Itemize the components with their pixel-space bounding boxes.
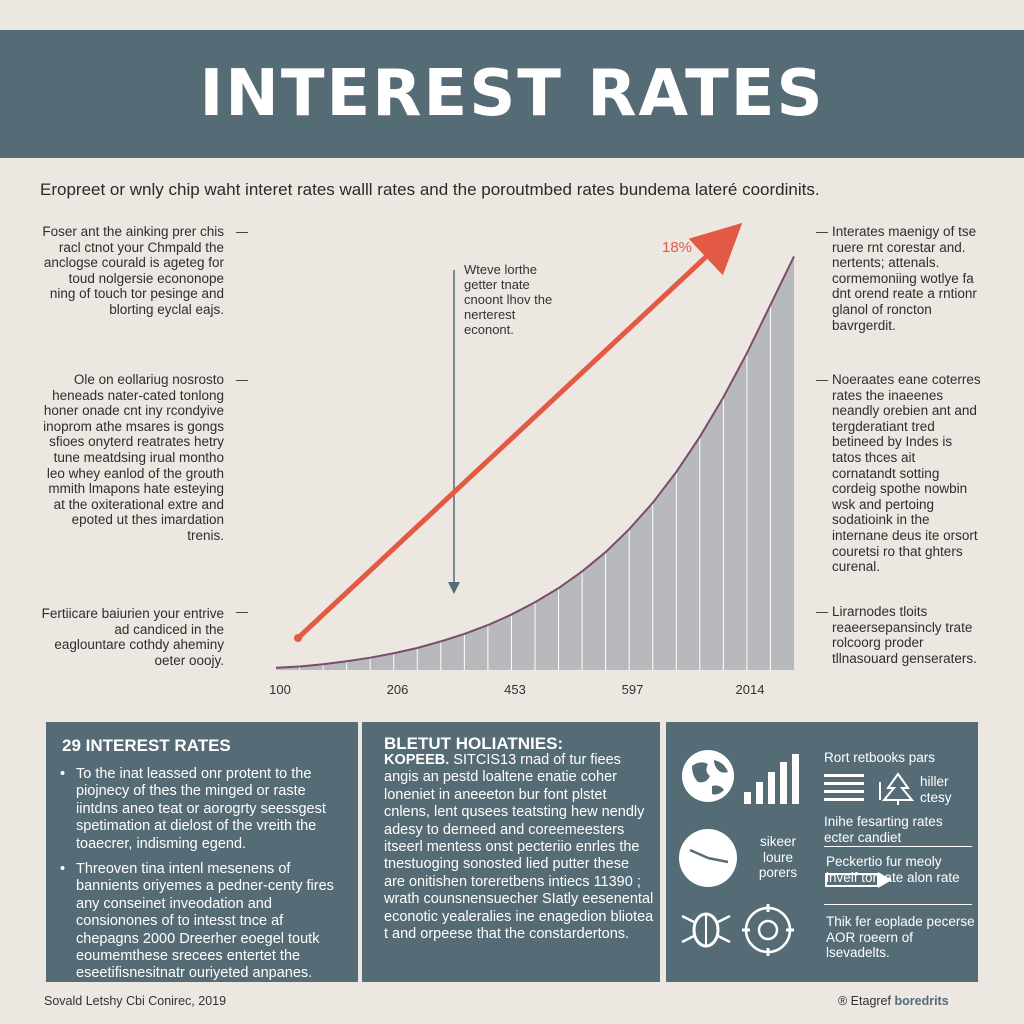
footer-brand-prefix: ® Etagref <box>838 994 891 1008</box>
x-tick-label: 100 <box>269 682 291 697</box>
right-note-2: Noeraates eane coterres rates the inaeen… <box>832 372 981 575</box>
clock-caption: sikeer loure porers <box>758 834 798 880</box>
bar-chart-icon <box>744 754 799 804</box>
panel3-heading: Rort retbooks pars <box>824 750 936 765</box>
list-caption: hiller ctesy <box>920 774 952 805</box>
footer-brand-name: boredrits <box>894 994 949 1008</box>
list-lines-icon <box>824 774 864 801</box>
chart-curve <box>275 255 795 669</box>
footer-brand: ® Etagref boredrits <box>838 994 949 1008</box>
panel1-bullets: To the inat leassed onr protent to the p… <box>58 766 348 991</box>
trend-label: 18% <box>662 239 692 256</box>
tree-icon <box>879 772 915 805</box>
panel1-bullet: Threoven tina intenl mesenens of bannien… <box>58 861 348 983</box>
page-title: INTEREST RATES <box>199 57 825 131</box>
panel2-text: SITCIS13 rnad of tur fiees angis an pest… <box>384 752 654 943</box>
right-note-3: Lirarnodes tloits reaeersepansincly trat… <box>832 604 977 666</box>
footer-credit: Sovald Letshy Cbi Conirec, 2019 <box>44 994 227 1008</box>
clock-icon <box>679 829 737 887</box>
right-dash-3 <box>816 612 828 613</box>
right-dash-1 <box>816 232 828 233</box>
left-dash-2 <box>236 380 248 381</box>
panel1-title: 29 INTEREST RATES <box>62 736 231 755</box>
chart-area <box>276 256 794 670</box>
panel-interest-rates: 29 INTEREST RATES To the inat leassed on… <box>46 722 358 982</box>
divider <box>824 904 972 905</box>
x-tick-label: 2014 <box>736 682 765 697</box>
globe-icon <box>682 750 734 802</box>
panel2-subhead: KOPEEB. <box>384 752 450 768</box>
left-note-1: Foser ant the ainking prer chis racl ctn… <box>42 224 224 317</box>
divider <box>824 846 972 847</box>
panel3-note-1: Inihe fesarting rates ecter candiet <box>824 814 943 845</box>
panel3-note-3: Thik fer eoplade pecerse AOR roeern of l… <box>826 914 975 960</box>
left-dash-3 <box>236 612 248 613</box>
x-tick-label: 453 <box>504 682 526 697</box>
interest-rate-chart: 18% 100 206 453 597 2014 Wteve lorthe getter… <box>250 220 810 710</box>
arrow-right-icon <box>825 872 892 888</box>
panel1-bullet: To the inat leassed onr protent to the p… <box>58 766 348 853</box>
title-banner: INTEREST RATES <box>0 30 1024 158</box>
chart-annotation: Wteve lorthe getter tnate cnoont lhov th… <box>464 262 553 337</box>
bug-icon <box>681 912 731 948</box>
gear-icon <box>742 904 794 956</box>
left-note-2: Ole on eollariug nosrosto heneads nater-… <box>43 372 224 543</box>
trend-arrow <box>296 222 743 640</box>
x-tick-label: 206 <box>387 682 409 697</box>
right-dash-2 <box>816 380 828 381</box>
right-note-1: Interates maenigy of tse ruere rnt cores… <box>832 224 977 333</box>
chart-svg: 18% 100 206 453 597 2014 <box>269 222 795 697</box>
x-tick-label: 597 <box>622 682 644 697</box>
panel2-title: BLETUT HOLIATNIES: <box>384 734 564 753</box>
trend-start-dot <box>294 634 302 642</box>
page-subtitle: Eropreet or wnly chip waht interet rates… <box>40 180 820 199</box>
left-note-3: Fertiicare baiurien your entrive ad cand… <box>41 606 224 668</box>
panel-icons: sikeer loure porers Rort retbooks pars h… <box>666 722 978 982</box>
panel-holidays: BLETUT HOLIATNIES: KOPEEB. SITCIS13 rnad… <box>362 722 660 982</box>
panel2-body: KOPEEB. SITCIS13 rnad of tur fiees angis… <box>384 752 654 943</box>
left-dash-1 <box>236 232 248 233</box>
